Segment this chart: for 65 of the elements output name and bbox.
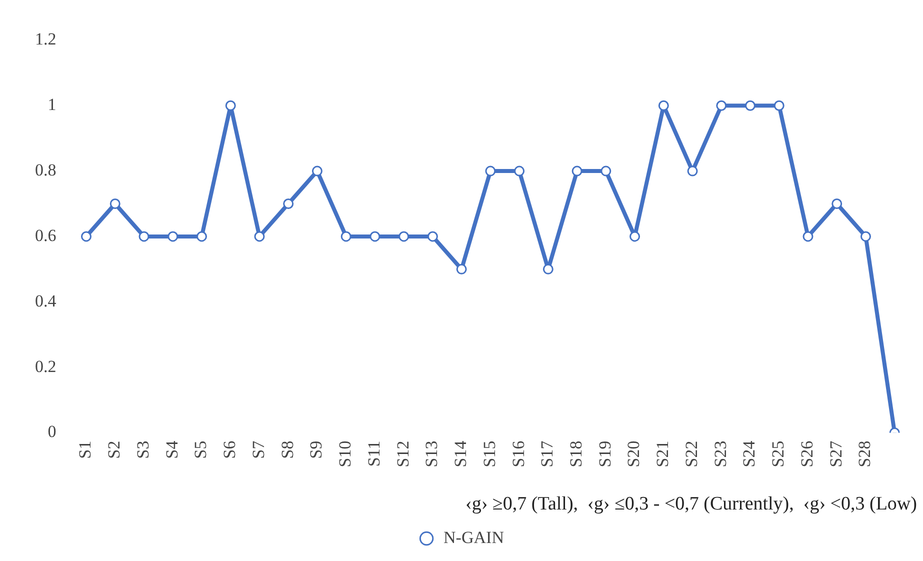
x-tick-label: S26 <box>797 440 816 468</box>
point <box>225 100 236 111</box>
point <box>658 100 669 111</box>
point <box>774 100 784 111</box>
x-tick-label: S22 <box>682 440 701 468</box>
point <box>572 166 582 176</box>
point <box>110 198 120 210</box>
point <box>283 198 294 210</box>
x-tick-label: S6 <box>220 440 240 459</box>
x-tick-label: S18 <box>566 440 586 468</box>
x-tick-label: S2 <box>104 440 124 459</box>
x-tick-label: S8 <box>278 440 297 459</box>
point <box>196 231 207 242</box>
text: ‹g› ≥0,7 (Tall), ‹g› ≤0,3 - <0,7 (Currently), ‹g› <0,3 (Low) <box>466 494 917 515</box>
point <box>168 231 178 242</box>
point <box>687 166 698 176</box>
x-tick-label: S11 <box>364 440 384 467</box>
x-tick-label: S27 <box>826 440 846 468</box>
x-tick-label: S1 <box>76 440 95 459</box>
point <box>514 166 525 176</box>
y-tick-label: 0.4 <box>35 291 57 310</box>
point <box>832 198 842 210</box>
point <box>138 231 150 242</box>
x-tick-label: S9 <box>306 440 326 459</box>
point <box>542 264 554 274</box>
x-tick-label: S5 <box>191 440 210 459</box>
x-tick-label: S3 <box>133 440 152 459</box>
x-tick-label: S21 <box>653 440 672 468</box>
point <box>398 231 410 242</box>
x-tick-label: S25 <box>768 440 788 468</box>
x-tick-label: S13 <box>422 440 442 468</box>
point <box>370 231 380 242</box>
point <box>312 166 322 176</box>
x-tick-label: S4 <box>162 440 182 459</box>
x-tick-label: S12 <box>393 440 412 468</box>
point <box>716 100 727 111</box>
y-tick-label: 1.2 <box>35 30 56 49</box>
legend-label: N-GAIN <box>444 528 504 547</box>
point <box>860 231 871 242</box>
x-tick-label: S16 <box>508 440 528 468</box>
x-tick-label: S19 <box>595 440 614 468</box>
point <box>81 231 92 242</box>
point <box>254 231 265 242</box>
point <box>802 231 814 242</box>
point <box>630 231 640 242</box>
x-tick-label: S7 <box>248 440 268 459</box>
x-tick-label: S15 <box>480 440 499 468</box>
y-tick-label: 0.6 <box>35 226 56 245</box>
point <box>456 264 467 274</box>
x-tick-label: S28 <box>855 440 874 468</box>
x-tick-label: S23 <box>710 440 730 468</box>
x-tick-label: S14 <box>451 440 470 468</box>
y-tick-label: 1 <box>48 95 56 114</box>
point <box>427 231 438 242</box>
point <box>600 166 612 176</box>
y-tick-label: 0.8 <box>35 160 56 180</box>
y-tick-label: 0 <box>48 422 56 442</box>
x-tick-label: S20 <box>624 440 644 468</box>
point <box>340 231 352 242</box>
x-tick-label: S24 <box>740 440 759 468</box>
point <box>745 100 756 111</box>
point <box>485 166 496 176</box>
x-tick-label: S17 <box>538 440 557 468</box>
x-tick-label: S10 <box>336 440 355 468</box>
y-tick-label: 0.2 <box>35 356 56 376</box>
